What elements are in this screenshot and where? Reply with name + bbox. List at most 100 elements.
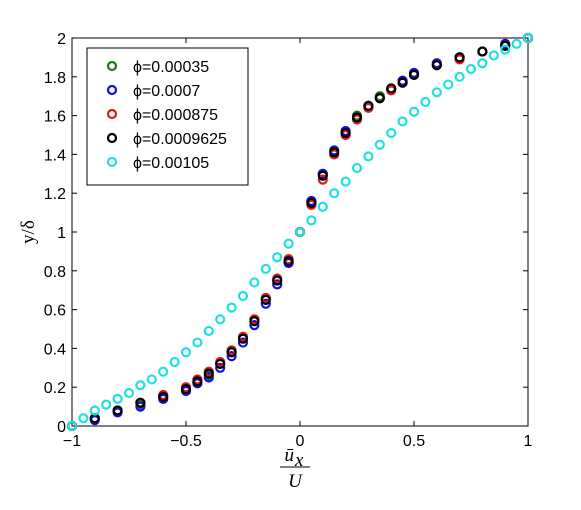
legend-items: ϕ=0.00035 ϕ=0.0007 ϕ=0.000875 ϕ=0.0009625 ϕ=… (106, 59, 227, 172)
data-point (522, 32, 534, 44)
data-point (226, 302, 237, 313)
data-point (237, 337, 249, 348)
data-point (158, 391, 169, 402)
data-point (135, 397, 146, 408)
legend-marker (106, 156, 118, 168)
data-point (169, 356, 180, 368)
data-point (260, 294, 271, 305)
data-point (386, 127, 397, 139)
legend: ϕ=0.00035 ϕ=0.0007 ϕ=0.000875 ϕ=0.0009625 ϕ=… (86, 47, 249, 186)
y-tick-label: 0.4 (44, 341, 66, 358)
data-point (203, 372, 214, 383)
data-point (477, 46, 488, 57)
data-point (101, 399, 112, 410)
data-point (408, 69, 420, 80)
data-point (431, 60, 442, 71)
y-axis-label: y/δ (18, 220, 39, 244)
y-tick-label: 1 (57, 225, 66, 242)
data-point (180, 384, 192, 395)
data-point (66, 420, 78, 432)
data-point (283, 256, 294, 267)
legend-marker (106, 108, 118, 120)
y-tick-label: 1.6 (44, 109, 66, 126)
data-point (420, 96, 431, 108)
data-point (363, 100, 374, 112)
data-point (237, 290, 249, 302)
data-point (397, 116, 408, 127)
data-point (272, 275, 283, 286)
data-point (135, 380, 146, 391)
data-point (500, 44, 511, 55)
legend-label: ϕ=0.0009625 (133, 131, 227, 148)
y-tick-label: 0.2 (44, 380, 66, 397)
legend-label: ϕ=0.000875 (133, 107, 218, 124)
data-point (443, 79, 454, 90)
data-point (454, 52, 465, 63)
x-tick-label: −0.5 (170, 433, 202, 450)
y-tick-label: 1.2 (44, 186, 66, 203)
x-tick-label: 0 (296, 433, 305, 450)
data-point (317, 174, 328, 185)
data-point (158, 366, 169, 377)
data-point (306, 197, 317, 208)
data-point (351, 112, 363, 123)
data-point (397, 77, 408, 88)
data-point (488, 50, 499, 61)
data-point (215, 314, 226, 325)
data-point (192, 337, 203, 348)
x-axis-label-subscript: x (294, 450, 304, 471)
y-tick-label: 1.4 (44, 147, 66, 164)
data-point (340, 176, 351, 187)
data-point (272, 279, 283, 290)
data-point (249, 320, 260, 331)
data-point (78, 413, 89, 424)
legend-label: ϕ=0.0007 (133, 83, 200, 100)
series-5 (66, 32, 534, 432)
y-tick-label: 1.8 (44, 70, 66, 87)
data-point (283, 238, 294, 249)
data-point (340, 127, 351, 139)
data-point (146, 374, 157, 385)
data-point (465, 63, 477, 75)
x-axis-label: ū x U (280, 445, 310, 492)
y-tick-label: 2 (57, 31, 66, 48)
y-tick-label: 0.8 (44, 264, 66, 281)
data-point (215, 358, 226, 370)
x-axis-label-numerator: ū (285, 445, 295, 466)
axis-ticks: −1 −0.5 0 0.5 1 0 0.2 0.4 0.6 0.8 1 1.2 1.4 1.6 1.8 2 (44, 31, 533, 450)
legend-label: ϕ=0.00105 (133, 155, 209, 172)
data-point (237, 333, 249, 344)
data-point (123, 387, 135, 399)
data-point (249, 277, 260, 288)
data-point (294, 226, 306, 238)
data-point (112, 393, 123, 404)
x-tick-label: 1 (524, 433, 533, 450)
data-point (329, 188, 340, 199)
data-point (363, 151, 374, 162)
data-point (272, 252, 283, 263)
x-axis-label-denominator: U (288, 471, 303, 492)
y-tick-label: 0.6 (44, 303, 66, 320)
data-point (329, 147, 340, 158)
legend-marker (106, 84, 118, 96)
data-point (249, 316, 260, 327)
data-point (431, 87, 442, 98)
data-point (500, 40, 511, 51)
data-point (386, 83, 397, 94)
data-point (317, 201, 328, 212)
legend-marker (106, 132, 118, 144)
data-point (112, 405, 123, 416)
data-point (374, 139, 385, 150)
data-point (180, 347, 192, 358)
legend-marker (106, 60, 118, 72)
data-point (317, 170, 328, 181)
data-point (260, 298, 271, 309)
x-tick-label: −1 (63, 433, 81, 450)
data-point (351, 162, 363, 174)
data-point (89, 405, 100, 416)
data-point (306, 215, 317, 226)
legend-label: ϕ=0.00035 (133, 59, 209, 76)
data-point (477, 58, 488, 69)
data-point (135, 401, 146, 412)
